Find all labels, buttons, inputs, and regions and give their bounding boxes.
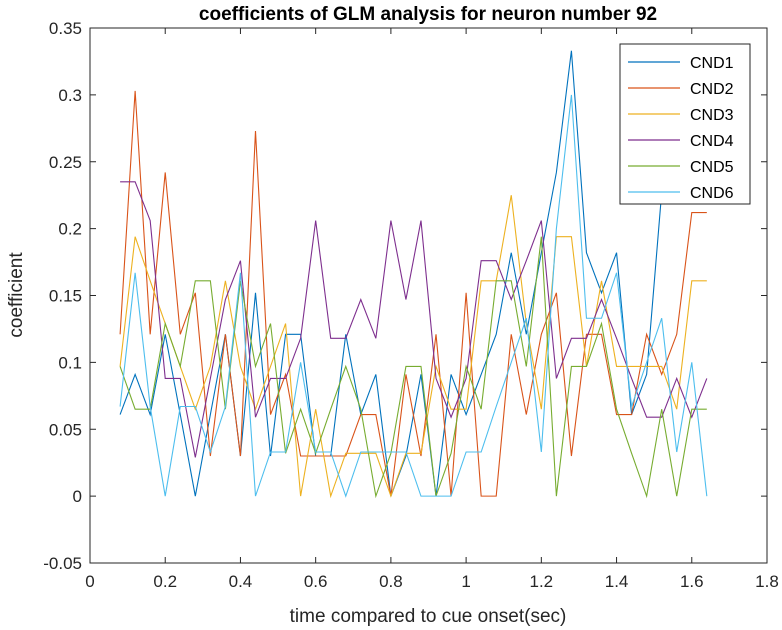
y-tick-label: 0.35 <box>49 19 82 38</box>
y-axis-label: coefficient <box>6 252 27 338</box>
x-tick-label: 0.6 <box>304 572 328 591</box>
x-tick-label: 0.2 <box>153 572 177 591</box>
legend-label-cnd3: CND3 <box>690 107 734 124</box>
y-tick-label: 0.1 <box>58 353 82 372</box>
y-tick-label: 0.25 <box>49 153 82 172</box>
x-tick-label: 1 <box>461 572 470 591</box>
y-axis-ticks: -0.05 0 0.05 0.1 0.15 0.2 0.25 0.3 0.35 <box>43 19 767 573</box>
y-tick-label: 0 <box>73 487 82 506</box>
x-tick-label: 1.2 <box>530 572 554 591</box>
legend-label-cnd5: CND5 <box>690 159 734 176</box>
x-tick-label: 0 <box>85 572 94 591</box>
series-line-cnd6 <box>119 94 708 498</box>
series-layer <box>119 50 708 499</box>
legend: CND1 CND2 CND3 CND4 CND5 CND6 <box>619 43 751 205</box>
x-tick-label: 1.4 <box>605 572 629 591</box>
legend-label-cnd1: CND1 <box>690 55 734 72</box>
series-line-cnd2 <box>119 90 707 497</box>
legend-label-cnd6: CND6 <box>690 185 734 202</box>
x-tick-label: 0.4 <box>229 572 253 591</box>
y-tick-label: 0.05 <box>49 420 82 439</box>
y-tick-label: -0.05 <box>43 554 82 573</box>
x-tick-label: 1.6 <box>680 572 704 591</box>
y-tick-label: 0.3 <box>58 86 82 105</box>
y-tick-label: 0.2 <box>58 220 82 239</box>
x-tick-label: 0.8 <box>379 572 403 591</box>
x-axis-ticks: 0 0.2 0.4 0.6 0.8 1 1.2 1.4 1.6 1.8 <box>85 28 779 591</box>
legend-label-cnd4: CND4 <box>690 133 734 150</box>
y-tick-label: 0.15 <box>49 287 82 306</box>
series-line-cnd5 <box>119 236 707 499</box>
series-line-cnd4 <box>120 181 708 458</box>
chart-title: coefficients of GLM analysis for neuron … <box>199 4 657 25</box>
x-axis-label: time compared to cue onset(sec) <box>290 606 567 627</box>
series-line-cnd3 <box>119 195 707 499</box>
x-tick-label: 1.8 <box>755 572 779 591</box>
legend-box <box>619 43 751 205</box>
legend-label-cnd2: CND2 <box>690 81 734 98</box>
